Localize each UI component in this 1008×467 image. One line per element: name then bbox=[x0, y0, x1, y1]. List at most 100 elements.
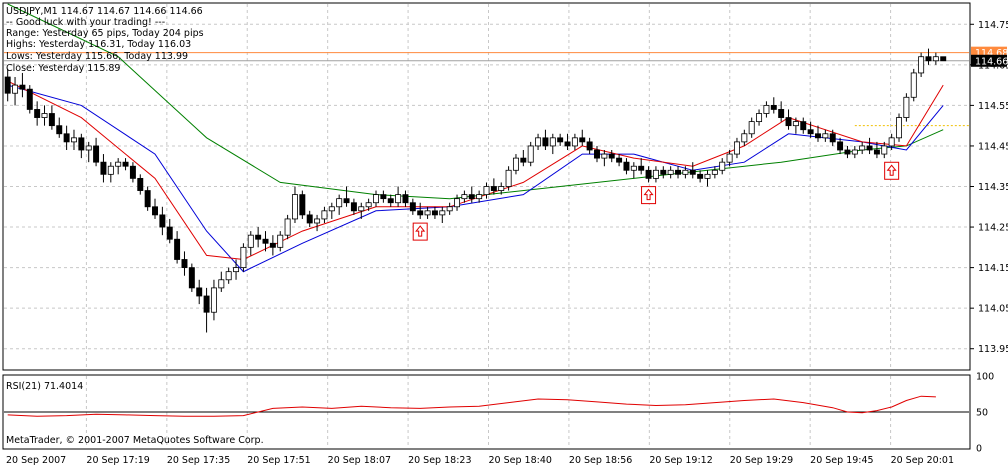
candle-bull bbox=[476, 194, 483, 200]
candle-bear bbox=[837, 141, 844, 151]
rsi-title: RSI(21) 71.4014 bbox=[6, 381, 83, 392]
buy-arrow-icon bbox=[886, 164, 897, 176]
candle-bull bbox=[748, 121, 755, 135]
candle-bull bbox=[446, 206, 453, 212]
x-tick-label: 20 Sep 19:45 bbox=[810, 455, 873, 466]
candle-bull bbox=[932, 56, 939, 62]
info-line-close: Close: Yesterday 115.89 bbox=[6, 63, 120, 74]
candle-bull bbox=[704, 173, 711, 179]
candle-bear bbox=[542, 137, 549, 147]
candle-bull bbox=[859, 145, 866, 151]
candle-bear bbox=[387, 198, 394, 204]
candle-bull bbox=[461, 194, 468, 200]
candle-bear bbox=[166, 226, 173, 240]
candles bbox=[4, 48, 947, 333]
candle-bear bbox=[940, 56, 947, 62]
candle-bear bbox=[34, 109, 41, 118]
candle-bear bbox=[844, 149, 851, 155]
x-tick-label: 20 Sep 19:29 bbox=[730, 455, 793, 466]
candle-bear bbox=[785, 117, 792, 127]
axis-labels: 20 Sep 2007 20 Sep 17:19 20 Sep 17:35 20 Se… bbox=[6, 20, 1008, 466]
y-tick-label: 113.95 bbox=[978, 344, 1008, 355]
candle-bear bbox=[19, 84, 26, 90]
y-tick-label: 114.25 bbox=[978, 223, 1008, 234]
candle-bull bbox=[711, 169, 718, 175]
candle-bull bbox=[822, 133, 829, 139]
candle-bull bbox=[210, 287, 217, 313]
candle-bull bbox=[107, 165, 114, 175]
candle-bull bbox=[240, 246, 247, 269]
candle-bull bbox=[601, 153, 608, 159]
candle-bull bbox=[571, 137, 578, 147]
candle-bull bbox=[41, 113, 48, 118]
candle-bull bbox=[630, 165, 637, 171]
candle-bear bbox=[564, 141, 571, 147]
candle-bear bbox=[100, 161, 107, 175]
candle-bear bbox=[129, 165, 136, 179]
candle-bull bbox=[395, 194, 402, 204]
candle-bull bbox=[535, 137, 542, 147]
candle-bull bbox=[358, 206, 365, 212]
candle-bull bbox=[454, 198, 461, 208]
y-tick-label: 114.35 bbox=[978, 182, 1008, 193]
bid-price-label-bg bbox=[971, 54, 1007, 67]
candle-bull bbox=[505, 169, 512, 187]
candle-bear bbox=[343, 198, 350, 204]
rsi-y-tick-label: 50 bbox=[976, 408, 988, 419]
candle-bull bbox=[667, 169, 674, 175]
candle-bull bbox=[483, 186, 490, 196]
candle-bear bbox=[586, 141, 593, 151]
buy-signals bbox=[412, 161, 900, 241]
candle-bull bbox=[896, 117, 902, 139]
rsi-line bbox=[7, 395, 936, 417]
candle-bear bbox=[778, 109, 785, 118]
candle-bear bbox=[196, 287, 203, 297]
rsi-y-tick-label: 0 bbox=[976, 444, 982, 455]
y-tick-label: 114.45 bbox=[978, 141, 1008, 152]
x-tick-label: 20 Sep 18:23 bbox=[408, 455, 471, 466]
candle-bear bbox=[26, 88, 33, 110]
candle-bear bbox=[203, 295, 210, 313]
candle-bear bbox=[431, 210, 438, 216]
candle-bull bbox=[321, 210, 328, 220]
candle-bull bbox=[115, 161, 122, 167]
candle-bull bbox=[85, 145, 92, 151]
candle-bear bbox=[409, 202, 416, 212]
candle-bear bbox=[866, 145, 873, 151]
candle-bear bbox=[4, 76, 11, 94]
candle-bear bbox=[490, 186, 497, 191]
candle-bull bbox=[365, 202, 372, 208]
candle-bear bbox=[188, 267, 195, 289]
x-tick-label: 20 Sep 17:35 bbox=[167, 455, 230, 466]
candle-bear bbox=[616, 157, 623, 163]
candle-bull bbox=[682, 169, 689, 175]
candle-bear bbox=[122, 161, 129, 167]
ma-fast-line bbox=[7, 80, 944, 261]
candle-bull bbox=[218, 279, 225, 289]
buy-arrow-icon bbox=[415, 225, 426, 237]
candle-bull bbox=[373, 194, 379, 204]
x-tick-label: 20 Sep 17:51 bbox=[247, 455, 310, 466]
candle-bull bbox=[888, 137, 895, 147]
candle-bear bbox=[645, 169, 652, 179]
y-tick-label: 114.05 bbox=[978, 304, 1008, 315]
candle-bull bbox=[328, 206, 335, 212]
candle-bear bbox=[380, 194, 387, 200]
candle-bull bbox=[733, 141, 740, 155]
candle-bear bbox=[468, 194, 475, 200]
candle-bear bbox=[159, 214, 166, 228]
candle-bear bbox=[299, 194, 306, 216]
candle-bull bbox=[918, 56, 925, 74]
info-line-highs: Highs: Yesterday 116.31, Today 116.03 bbox=[6, 39, 191, 50]
candle-bull bbox=[12, 84, 19, 94]
candle-bull bbox=[851, 149, 858, 155]
y-tick-label: 114.15 bbox=[978, 263, 1008, 274]
candle-bull bbox=[314, 218, 321, 224]
candle-bear bbox=[137, 177, 144, 191]
candle-bull bbox=[439, 210, 446, 216]
candle-bear bbox=[48, 113, 55, 127]
candle-bear bbox=[78, 137, 85, 151]
candle-bear bbox=[56, 125, 63, 135]
candle-bull bbox=[792, 121, 799, 127]
